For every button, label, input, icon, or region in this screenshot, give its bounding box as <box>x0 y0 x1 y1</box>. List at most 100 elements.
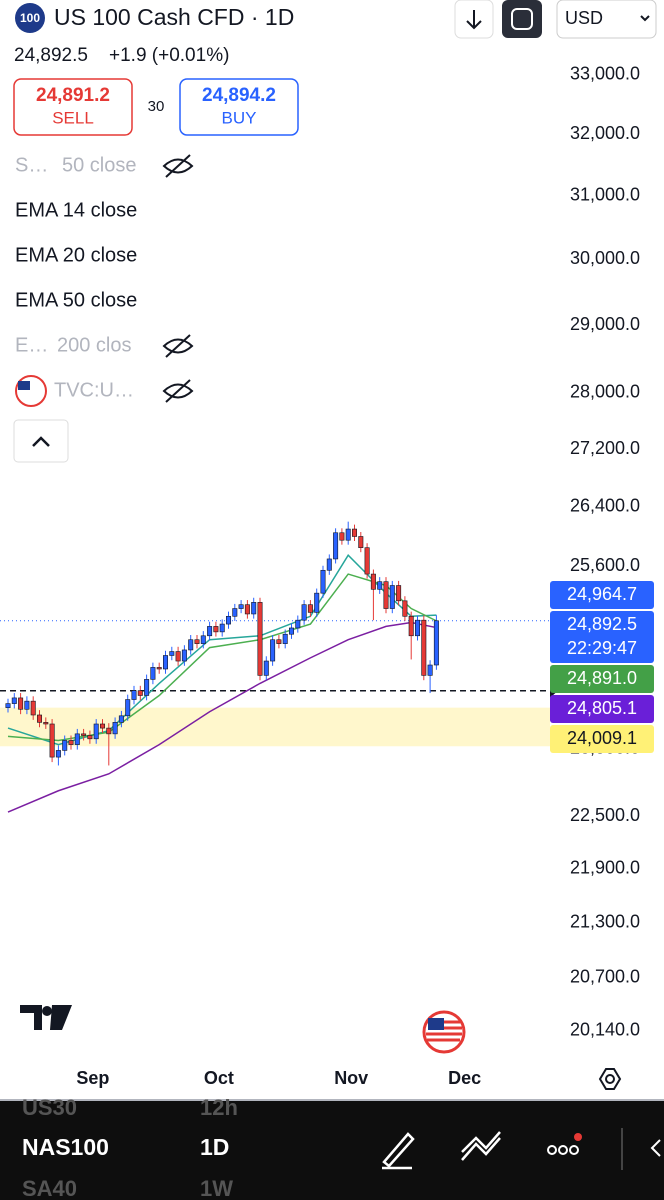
candle-body <box>257 602 263 676</box>
last-price: 24,892.5 <box>14 45 88 66</box>
hidden-eye-icon[interactable] <box>162 154 194 178</box>
candle-body <box>5 703 11 708</box>
y-tick-label: 28,000.0 <box>570 382 640 402</box>
price-badge <box>550 581 654 609</box>
plot: 33,000.0 32,000.0 31,000.0 30,000.0 29,000.0… <box>0 64 654 1040</box>
indicator-params[interactable]: 50 close <box>62 154 137 176</box>
y-tick-label: 20,140.0 <box>570 1020 640 1040</box>
candle-body <box>93 723 99 740</box>
candle-body <box>232 608 238 617</box>
candle-body <box>156 667 162 670</box>
indicator-name[interactable]: EMA 14 close <box>15 199 137 221</box>
candle-body <box>18 697 24 710</box>
price-badge <box>550 725 654 753</box>
chart-background <box>0 0 664 1100</box>
symbol-title[interactable]: US 100 Cash CFD · 1D <box>54 4 294 30</box>
candle-body <box>144 679 150 696</box>
symbol-icon[interactable] <box>15 3 45 33</box>
y-tick-label: 31,000.0 <box>570 185 640 205</box>
back-icon[interactable] <box>650 1139 661 1157</box>
interval[interactable]: 1D <box>200 1134 229 1160</box>
flag-icon <box>15 375 47 407</box>
y-tick-label: 30,000.0 <box>570 248 640 268</box>
candle-body <box>314 592 320 613</box>
settings-icon[interactable] <box>598 1068 622 1090</box>
candle-body <box>377 581 383 590</box>
symbol[interactable]: NAS100 <box>22 1134 109 1160</box>
price-badge-label: 24,892.5 <box>567 614 637 634</box>
indicator-name[interactable]: S… <box>15 154 48 176</box>
indicator-params[interactable]: 200 clos <box>57 334 132 356</box>
candle-body <box>226 615 232 625</box>
candle-body <box>282 633 288 644</box>
price-badge-label: 24,805.1 <box>567 698 637 718</box>
hidden-eye-icon[interactable] <box>162 379 194 403</box>
symbol-next[interactable]: SA40 <box>22 1176 77 1200</box>
candle-body <box>351 528 357 537</box>
price-badge-label: 24,964.7 <box>567 584 637 604</box>
collapse-button[interactable] <box>13 419 69 463</box>
currency-dropdown[interactable] <box>556 0 657 39</box>
indicators-icon[interactable] <box>461 1131 501 1161</box>
candle-body <box>24 700 30 710</box>
y-tick-label: 33,000.0 <box>570 64 640 84</box>
ema-line <box>7 621 437 813</box>
interval-prev[interactable]: 12h <box>200 1095 238 1120</box>
candle-body <box>62 740 68 751</box>
candle-body <box>188 639 194 651</box>
price-badge-label: 24,009.1 <box>567 728 637 748</box>
candle-body <box>307 604 313 613</box>
flag-canton <box>18 381 30 390</box>
y-tick-label: 32,000.0 <box>570 123 640 143</box>
candle-body <box>181 649 187 662</box>
candle-body <box>276 639 282 644</box>
indicator-name[interactable]: TVC:U… <box>54 379 134 401</box>
candle-body <box>112 722 118 735</box>
candle-body <box>270 639 276 662</box>
candle-body <box>55 750 61 758</box>
indicator-list: S… 50 close EMA 14 close EMA 20 close EMA 50… <box>15 154 194 407</box>
indicator-name[interactable]: EMA 20 close <box>15 244 137 266</box>
symbol-prev[interactable]: US30 <box>22 1095 77 1120</box>
draw-tool-icon[interactable] <box>382 1132 415 1170</box>
fullscreen-button[interactable] <box>502 0 542 38</box>
candle-body <box>421 619 427 676</box>
candle-body <box>36 714 42 723</box>
candle-body <box>175 651 181 662</box>
candle-body <box>244 604 250 615</box>
candle-body <box>207 626 213 637</box>
candle-body <box>30 700 36 716</box>
spread: 30 <box>148 98 165 115</box>
interval-next[interactable]: 1W <box>200 1176 233 1200</box>
candle-body <box>383 581 389 609</box>
candle-body <box>106 727 112 735</box>
indicator-name[interactable]: EMA 50 close <box>15 289 137 311</box>
candle-body <box>301 604 307 621</box>
candle-body <box>433 620 439 666</box>
y-tick-label: 26,400.0 <box>570 496 640 516</box>
eye-slash <box>165 379 191 403</box>
buy-button[interactable] <box>179 78 299 136</box>
candle-body <box>100 723 106 729</box>
y-tick-label: 29,000.0 <box>570 314 640 334</box>
sell-price: 24,891.2 <box>36 85 110 106</box>
chevron-up <box>32 436 50 447</box>
flag-icon[interactable] <box>422 1010 466 1054</box>
candle-body <box>125 699 131 717</box>
candle-body <box>49 723 55 758</box>
tradingview-logo-dot <box>42 1006 52 1016</box>
sell-label: SELL <box>52 108 94 127</box>
candle-body <box>74 733 80 745</box>
sell-button[interactable] <box>13 78 133 136</box>
x-axis: Sep Oct Nov Dec <box>76 1068 481 1088</box>
y-tick-label: 20,700.0 <box>570 967 640 987</box>
candle-body <box>389 585 395 609</box>
hidden-eye-icon[interactable] <box>162 334 194 358</box>
currency: USD <box>565 8 603 28</box>
eye-slash <box>165 334 191 358</box>
indicator-name[interactable]: E… <box>15 334 48 356</box>
price-badge <box>550 611 654 663</box>
more-icon[interactable] <box>547 1133 582 1155</box>
